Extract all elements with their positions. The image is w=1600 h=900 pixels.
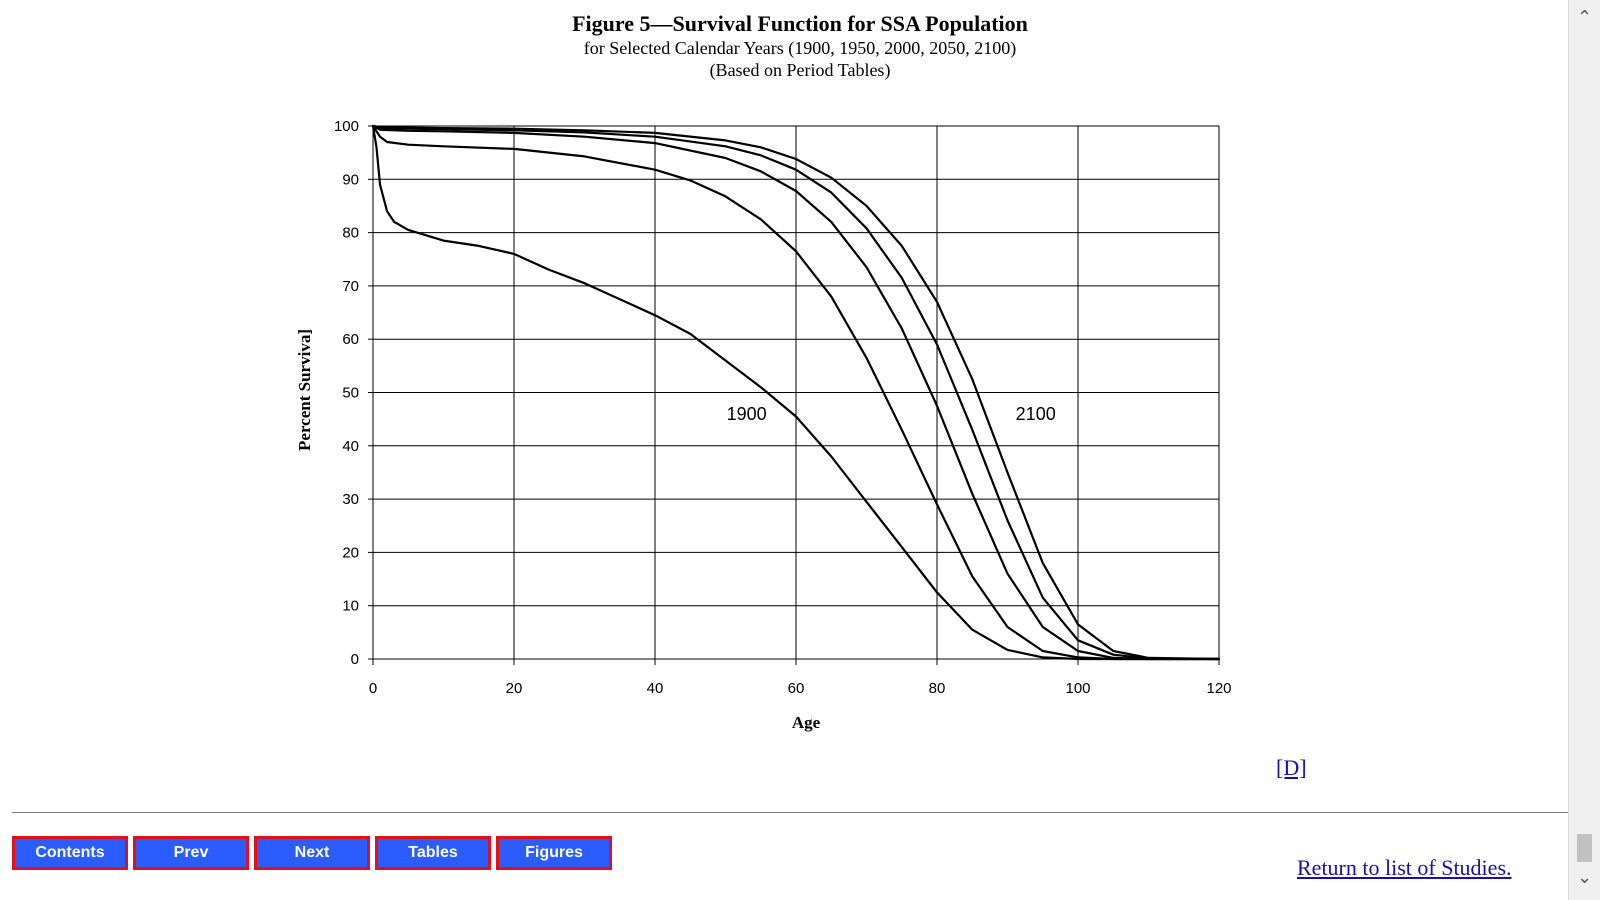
series-line <box>371 124 1221 661</box>
y-tick-label: 100 <box>334 118 359 135</box>
y-tick-label: 20 <box>342 544 359 561</box>
y-tick-labels: 0 10 20 30 40 50 60 70 80 90 100 <box>334 118 359 668</box>
y-tick-label: 40 <box>342 438 359 455</box>
series-line <box>371 124 1221 661</box>
series-line <box>371 124 1221 661</box>
return-to-studies-link[interactable]: Return to list of Studies. <box>1297 855 1512 880</box>
figure-header: Figure 5—Survival Function for SSA Popul… <box>500 10 1100 81</box>
x-tick-label: 20 <box>506 680 523 697</box>
chart-grid <box>368 125 1220 665</box>
x-tick-label: 0 <box>369 680 377 697</box>
figure-subtitle: for Selected Calendar Years (1900, 1950,… <box>583 38 1017 58</box>
series-annotation-label: 2100 <box>1016 404 1056 424</box>
y-tick-label: 70 <box>342 278 359 295</box>
x-tick-label: 100 <box>1065 680 1090 697</box>
prev-button[interactable]: Prev <box>133 836 249 870</box>
scroll-thumb[interactable] <box>1577 834 1592 862</box>
y-tick-label: 30 <box>342 491 359 508</box>
series-annotation-label: 1900 <box>727 404 767 424</box>
figure-title: Figure 5—Survival Function for SSA Popul… <box>572 11 1028 36</box>
y-tick-label: 50 <box>342 385 359 402</box>
figures-button[interactable]: Figures <box>496 836 612 870</box>
nav-bar: Contents Prev Next Tables Figures <box>12 836 617 870</box>
chevron-down-icon[interactable]: ⌄ <box>1576 867 1593 888</box>
chart-annotations: 1900 2100 <box>727 404 1056 424</box>
survival-chart: 0 10 20 30 40 50 60 70 80 90 100 0 20 40 60 80 100 120 1… <box>295 118 1232 732</box>
vertical-scrollbar[interactable]: ⌃ ⌄ <box>1568 0 1600 900</box>
y-axis-label: Percent Surviva] <box>295 329 314 451</box>
y-tick-label: 90 <box>342 171 359 188</box>
y-tick-label: 10 <box>342 598 359 615</box>
x-tick-label: 40 <box>647 680 664 697</box>
next-button[interactable]: Next <box>254 836 370 870</box>
x-tick-label: 120 <box>1206 680 1231 697</box>
figure-note: (Based on Period Tables) <box>709 60 891 80</box>
y-tick-label: 80 <box>342 225 359 242</box>
chevron-up-icon[interactable]: ⌃ <box>1576 7 1593 28</box>
x-axis-label: Age <box>792 713 821 732</box>
divider <box>12 812 1568 813</box>
x-tick-label: 60 <box>788 680 805 697</box>
contents-button[interactable]: Contents <box>12 836 128 870</box>
series-line <box>371 124 1221 661</box>
chart-series <box>371 124 1221 661</box>
tables-button[interactable]: Tables <box>375 836 491 870</box>
series-line <box>371 124 1221 661</box>
d-link[interactable]: [D] <box>1276 755 1307 780</box>
x-tick-labels: 0 20 40 60 80 100 120 <box>369 680 1232 697</box>
y-tick-label: 0 <box>351 651 359 668</box>
x-tick-label: 80 <box>929 680 946 697</box>
y-tick-label: 60 <box>342 331 359 348</box>
